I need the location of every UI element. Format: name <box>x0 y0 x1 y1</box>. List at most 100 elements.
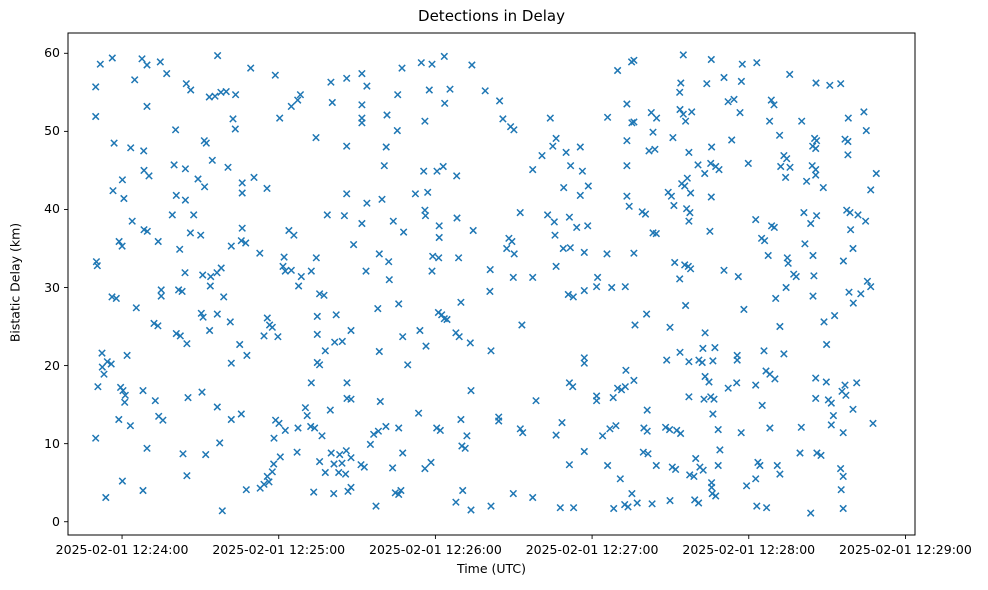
data-point <box>766 424 774 432</box>
data-point <box>699 344 707 353</box>
x-axis-label: Time (UTC) <box>456 561 527 576</box>
data-point <box>398 449 407 457</box>
data-point <box>229 115 237 123</box>
data-point <box>172 329 181 338</box>
data-point <box>293 96 302 104</box>
data-point <box>852 379 861 387</box>
data-point <box>694 499 703 507</box>
data-point <box>770 101 778 109</box>
data-point <box>91 83 100 91</box>
data-point <box>782 154 791 163</box>
data-point <box>436 426 445 435</box>
data-point <box>706 227 714 236</box>
data-point <box>238 224 246 232</box>
data-point <box>724 384 732 392</box>
data-point <box>707 193 716 201</box>
data-point <box>652 461 661 470</box>
data-point <box>694 161 702 169</box>
data-point <box>765 117 774 125</box>
data-point <box>559 244 568 253</box>
data-point <box>559 183 568 192</box>
data-point <box>315 361 324 369</box>
data-point <box>358 101 366 109</box>
data-point <box>94 382 102 391</box>
data-point <box>744 159 753 168</box>
data-point <box>609 504 618 513</box>
data-point <box>393 126 402 135</box>
data-point <box>326 406 335 414</box>
data-point <box>238 179 246 187</box>
data-point <box>846 208 854 217</box>
data-point <box>785 70 794 79</box>
data-point <box>118 176 127 184</box>
data-point <box>206 282 215 290</box>
data-point <box>510 126 518 134</box>
data-point <box>327 449 335 457</box>
data-point <box>179 450 187 458</box>
data-point <box>651 145 659 154</box>
data-point <box>433 167 441 175</box>
data-point <box>751 381 760 389</box>
data-point <box>734 272 743 281</box>
data-point <box>335 450 344 459</box>
y-tick-label: 0 <box>52 513 60 529</box>
data-point <box>342 190 351 198</box>
data-point <box>435 222 443 230</box>
data-point <box>227 242 236 250</box>
axis-ticks <box>64 52 906 539</box>
data-point <box>776 322 784 331</box>
data-point <box>320 291 328 300</box>
data-point <box>690 472 698 481</box>
data-point <box>685 148 693 157</box>
data-point <box>516 425 525 433</box>
data-point <box>580 354 589 362</box>
data-point <box>666 323 674 332</box>
data-point <box>844 137 852 146</box>
data-point <box>469 226 477 235</box>
data-point <box>168 211 177 219</box>
data-point <box>705 378 713 386</box>
data-point <box>796 449 804 457</box>
data-point <box>817 451 825 460</box>
data-point <box>861 217 870 225</box>
data-point <box>328 98 337 107</box>
data-point <box>661 423 670 432</box>
data-point <box>549 142 557 150</box>
data-point <box>639 448 648 456</box>
data-point <box>487 502 495 510</box>
data-point <box>102 493 110 502</box>
data-point <box>227 359 236 367</box>
data-point <box>162 69 171 78</box>
data-point <box>623 161 631 170</box>
data-point <box>425 86 434 94</box>
scatter-series <box>91 51 881 517</box>
data-point <box>199 313 207 321</box>
data-point <box>753 58 761 67</box>
data-point <box>132 304 141 312</box>
data-point <box>606 425 614 433</box>
data-point <box>366 440 375 449</box>
data-point <box>580 286 589 295</box>
data-point <box>201 450 210 459</box>
data-point <box>156 58 165 66</box>
data-point <box>467 386 475 395</box>
data-point <box>716 446 724 454</box>
data-point <box>150 319 158 328</box>
data-point <box>374 304 382 313</box>
data-point <box>427 458 435 467</box>
data-point <box>516 208 524 217</box>
data-point <box>432 424 441 432</box>
data-point <box>806 219 815 228</box>
data-point <box>603 250 611 258</box>
data-point <box>860 108 868 116</box>
data-point <box>706 159 715 168</box>
data-point <box>198 388 206 396</box>
data-point <box>197 309 206 318</box>
data-point <box>809 251 817 260</box>
data-point <box>329 489 338 498</box>
data-point <box>181 268 189 277</box>
data-point <box>670 258 679 267</box>
data-point <box>422 342 430 350</box>
data-point <box>120 194 128 203</box>
data-point <box>866 186 875 194</box>
